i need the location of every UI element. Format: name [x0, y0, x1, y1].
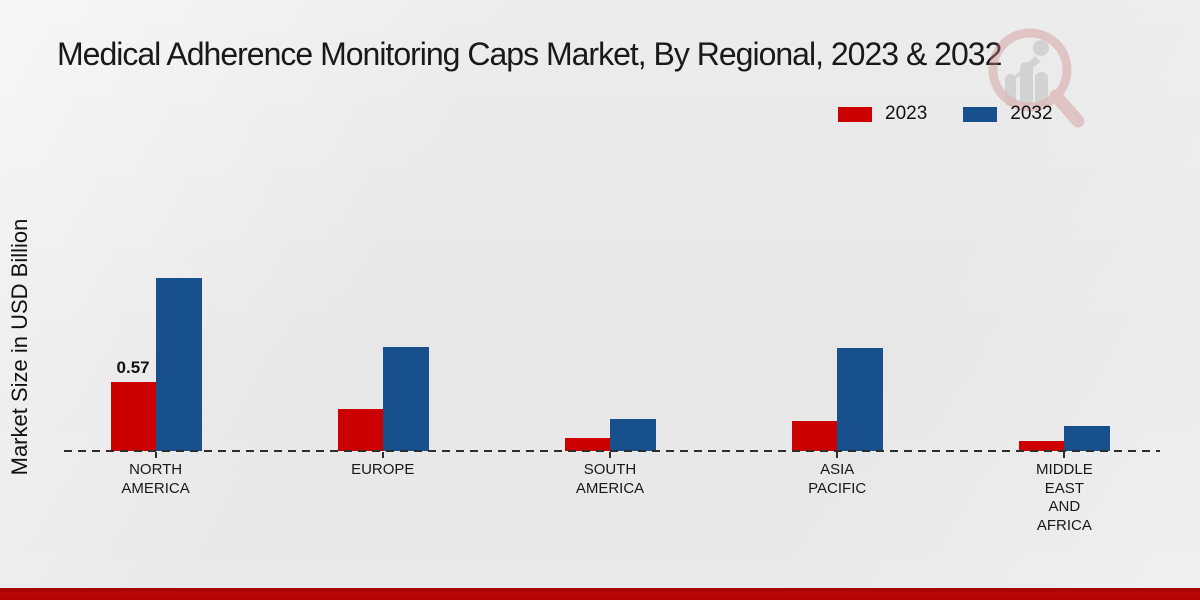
bar-middle-east-and-africa-2032 — [1064, 426, 1111, 451]
bar-group-south-america: SOUTH AMERICA — [496, 0, 723, 600]
y-axis-label: Market Size in USD Billion — [7, 218, 32, 476]
legend-swatch-2032 — [963, 106, 998, 122]
legend-item-2032: 2032 — [963, 103, 1053, 125]
category-label-north-america: NORTH AMERICA — [121, 461, 190, 497]
chart-title: Medical Adherence Monitoring Caps Market… — [57, 36, 1002, 72]
bar-asia-pacific-2032 — [837, 348, 884, 451]
bar-group-middle-east-and-africa: MIDDLE EAST AND AFRICA — [951, 0, 1178, 600]
magnifier-logo-watermark-icon — [988, 28, 1085, 128]
bar-group-asia-pacific: ASIA PACIFIC — [724, 0, 951, 600]
legend-label-2023: 2023 — [885, 103, 928, 124]
category-label-europe: EUROPE — [351, 461, 415, 478]
axis-tick-asia-pacific — [836, 452, 839, 458]
category-label-asia-pacific: ASIA PACIFIC — [808, 461, 867, 497]
bar-middle-east-and-africa-2023 — [1019, 441, 1065, 451]
bar-europe-2032 — [382, 347, 429, 451]
legend: 2023 2032 — [838, 103, 1053, 125]
bar-europe-2023 — [337, 409, 383, 451]
x-axis-baseline — [64, 450, 1160, 452]
category-label-middle-east-and-africa: MIDDLE EAST AND AFRICA — [1036, 461, 1093, 534]
bar-value-label-north-america-2023: 0.57 — [116, 358, 150, 377]
bar-north-america-2032 — [155, 278, 202, 451]
bar-group-north-america: 0.57 NORTH AMERICA — [42, 0, 269, 600]
bar-north-america-2023 — [110, 382, 156, 451]
plot-area: 0.57 NORTH AMERICA EUROPE SOUTH AMERICA ASIA PA… — [42, 0, 1178, 600]
axis-tick-europe — [381, 452, 384, 458]
axis-tick-middle-east-and-africa — [1063, 452, 1066, 458]
bar-asia-pacific-2023 — [792, 421, 838, 451]
bar-south-america-2032 — [609, 419, 656, 451]
bar-group-europe: EUROPE — [269, 0, 496, 600]
legend-swatch-2023 — [838, 106, 872, 122]
footer-accent-bar — [0, 588, 1200, 600]
legend-item-2023: 2023 — [838, 103, 927, 125]
bar-south-america-2023 — [564, 438, 610, 451]
category-label-south-america: SOUTH AMERICA — [575, 461, 645, 497]
axis-tick-south-america — [608, 452, 611, 458]
legend-label-2032: 2032 — [1010, 103, 1053, 124]
axis-tick-north-america — [154, 452, 157, 458]
